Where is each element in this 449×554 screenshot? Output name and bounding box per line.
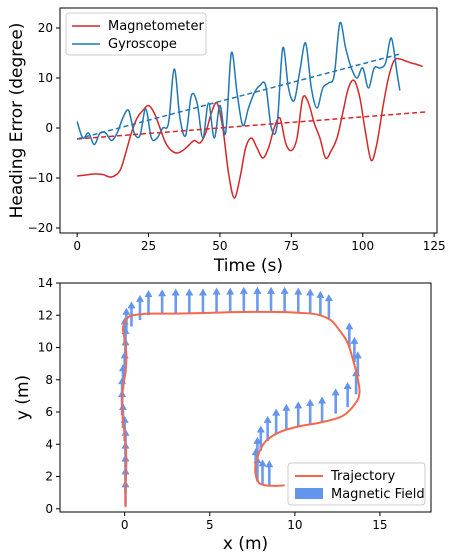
magnetic-field-arrow — [258, 459, 267, 485]
heading-error-chart: 0 25 50 75 100 125 −20 −10 0 10 20 Time (s) Headin… — [7, 7, 446, 276]
trajectory-plot-area — [118, 286, 362, 508]
heading-error-x-tick-label: 100 — [351, 239, 374, 253]
trajectory-x-tick-label: 15 — [372, 518, 387, 532]
magnetic-field-arrow — [272, 408, 281, 434]
legend-label-gyroscope: Gyroscope — [108, 37, 177, 52]
heading-error-x-tick-label: 125 — [423, 239, 446, 253]
legend-box — [65, 12, 207, 56]
heading-error-x-tick-label: 75 — [284, 239, 299, 253]
legend-label-trajectory: Trajectory — [330, 469, 395, 484]
heading-error-plot-area — [76, 21, 426, 199]
trajectory-axes-frame — [59, 282, 432, 513]
trajectory-legend: Trajectory Magnetic Field — [287, 462, 426, 506]
magnetic-field-arrow — [306, 288, 315, 314]
magnetic-field-arrow — [158, 289, 167, 315]
magnetic-field-arrow — [253, 286, 262, 313]
magnetic-field-arrow — [343, 381, 352, 408]
trajectory-x-tick-label: 0 — [121, 518, 129, 532]
magnetometer-trend-line — [77, 111, 426, 140]
magnetic-field-arrow — [294, 287, 303, 313]
trajectory-chart: 0 5 10 15 0 2 4 6 8 10 12 14 x (m) y (m) Trajectory… — [13, 276, 432, 554]
magnetic-field-arrow — [263, 415, 272, 442]
heading-error-y-tick-label: −10 — [28, 171, 53, 185]
heading-error-y-tick-label: −20 — [28, 221, 53, 235]
magnetic-field-arrow — [185, 288, 194, 314]
heading-error-x-tick-label: 25 — [141, 239, 156, 253]
legend-label-magnetic-field: Magnetic Field — [331, 487, 425, 502]
heading-error-x-axis-label: Time (s) — [213, 256, 283, 276]
magnetic-field-arrow — [171, 288, 180, 314]
trajectory-y-tick-label: 0 — [45, 502, 53, 516]
magnetometer-line — [77, 57, 423, 199]
trajectory-ticks: 0 5 10 15 0 2 4 6 8 10 12 14 — [38, 276, 388, 532]
magnetic-field-arrow — [318, 396, 327, 422]
magnetic-field-arrow — [122, 307, 131, 333]
legend-swatch-magnetic-field — [295, 488, 323, 499]
magnetic-field-arrow — [331, 388, 340, 414]
magnetic-field-arrow — [282, 403, 291, 429]
trajectory-line — [121, 310, 361, 508]
trajectory-x-tick-label: 10 — [287, 518, 302, 532]
heading-error-x-tick-label: 0 — [73, 239, 81, 253]
heading-error-x-tick-label: 50 — [212, 239, 227, 253]
trajectory-y-tick-label: 2 — [45, 470, 53, 484]
trajectory-y-tick-label: 6 — [45, 405, 53, 419]
legend-label-magnetometer: Magnetometer — [108, 19, 204, 34]
magnetic-field-arrow — [135, 294, 144, 321]
trajectory-y-tick-label: 12 — [38, 308, 53, 322]
gyroscope-line — [76, 21, 401, 146]
trajectory-x-axis-label: x (m) — [223, 534, 268, 554]
magnetic-field-arrow — [350, 336, 359, 363]
magnetic-field-arrow — [316, 290, 325, 317]
magnetic-field-arrow — [294, 401, 303, 427]
magnetic-field-arrow — [324, 294, 333, 320]
heading-error-y-tick-label: 10 — [38, 71, 53, 85]
magnetic-field-arrow — [267, 286, 276, 313]
magnetic-field-arrow — [127, 301, 136, 327]
trajectory-y-tick-label: 4 — [45, 437, 53, 451]
magnetic-field-arrow — [265, 460, 274, 486]
magnetic-field-arrow — [144, 290, 153, 316]
magnetic-field-arrow — [198, 288, 207, 314]
heading-error-y-tick-label: 20 — [38, 21, 53, 35]
trajectory-y-tick-label: 8 — [45, 373, 53, 387]
magnetic-field-arrow — [239, 286, 248, 313]
trajectory-y-tick-label: 14 — [38, 276, 53, 290]
heading-error-axes-frame — [59, 7, 438, 234]
trajectory-y-tick-label: 10 — [38, 341, 53, 355]
magnetic-field-arrow — [280, 286, 289, 313]
heading-error-ticks: 0 25 50 75 100 125 −20 −10 0 10 20 — [28, 21, 446, 253]
magnetic-field-arrow — [212, 287, 221, 313]
heading-error-y-tick-label: 0 — [45, 121, 53, 135]
heading-error-legend: Magnetometer Gyroscope — [65, 12, 207, 56]
trajectory-x-tick-label: 5 — [206, 518, 214, 532]
trajectory-y-axis-label: y (m) — [13, 375, 33, 420]
magnetic-field-arrow — [226, 287, 235, 313]
heading-error-y-axis-label: Heading Error (degree) — [7, 23, 27, 219]
magnetic-field-arrow — [306, 398, 315, 425]
